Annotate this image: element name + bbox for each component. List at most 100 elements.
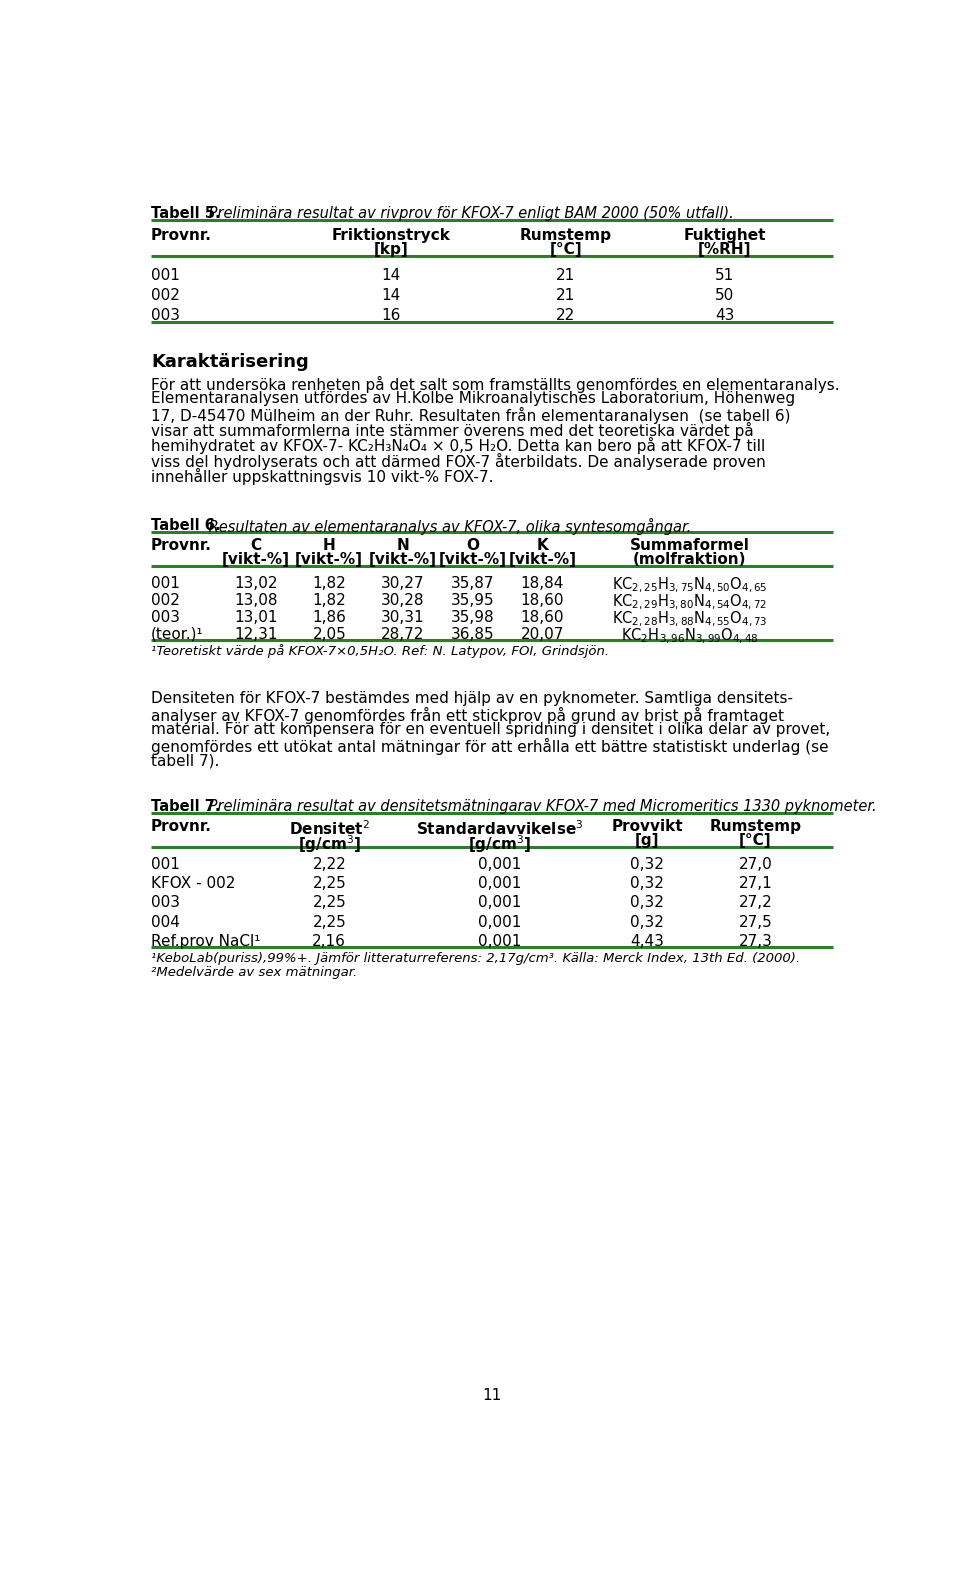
Text: [vikt-%]: [vikt-%] [439,552,507,566]
Text: 16: 16 [381,309,401,323]
Text: Elementaranalysen utfördes av H.Kolbe Mikroanalytisches Laboratorium, Höhenweg: Elementaranalysen utfördes av H.Kolbe Mi… [151,391,795,406]
Text: 11: 11 [482,1389,502,1403]
Text: Tabell 7.: Tabell 7. [151,799,221,815]
Text: visar att summaformlerna inte stämmer överens med det teoretiska värdet på: visar att summaformlerna inte stämmer öv… [151,422,754,439]
Text: 0,32: 0,32 [630,896,664,910]
Text: 18,84: 18,84 [520,576,564,590]
Text: 20,07: 20,07 [520,627,564,641]
Text: 18,60: 18,60 [520,593,564,608]
Text: Provnr.: Provnr. [151,538,212,554]
Text: ¹KeboLab(puriss),99%+. Jämför litteraturreferens: 2,17g/cm³. Källa: Merck Index,: ¹KeboLab(puriss),99%+. Jämför litteratur… [151,951,800,964]
Text: 30,28: 30,28 [381,593,424,608]
Text: Tabell 5.: Tabell 5. [151,207,221,221]
Text: [°C]: [°C] [739,834,772,848]
Text: N: N [396,538,409,554]
Text: 27,5: 27,5 [738,915,773,929]
Text: KC$_{2,29}$H$_{3,80}$N$_{4,54}$O$_{4,72}$: KC$_{2,29}$H$_{3,80}$N$_{4,54}$O$_{4,72}… [612,593,767,613]
Text: analyser av KFOX-7 genomfördes från ett stickprov på grund av brist på framtaget: analyser av KFOX-7 genomfördes från ett … [151,706,784,724]
Text: 001: 001 [151,858,180,872]
Text: [g]: [g] [635,834,660,848]
Text: 17, D-45470 Mülheim an der Ruhr. Resultaten från elementaranalysen  (se tabell 6: 17, D-45470 Mülheim an der Ruhr. Resulta… [151,407,790,423]
Text: 27,2: 27,2 [738,896,773,910]
Text: 18,60: 18,60 [520,609,564,625]
Text: Densiteten för KFOX-7 bestämdes med hjälp av en pyknometer. Samtliga densitets-: Densiteten för KFOX-7 bestämdes med hjäl… [151,692,793,706]
Text: 003: 003 [151,609,180,625]
Text: 35,87: 35,87 [451,576,494,590]
Text: 0,32: 0,32 [630,915,664,929]
Text: [vikt-%]: [vikt-%] [296,552,363,566]
Text: 2,25: 2,25 [312,896,347,910]
Text: KFOX - 002: KFOX - 002 [151,877,235,891]
Text: ²Medelvärde av sex mätningar.: ²Medelvärde av sex mätningar. [151,966,357,978]
Text: 1,86: 1,86 [312,609,347,625]
Text: Standardavvikelse$^3$: Standardavvikelse$^3$ [416,819,584,838]
Text: 0,001: 0,001 [478,915,521,929]
Text: hemihydratet av KFOX-7- KC₂H₃N₄O₄ × 0,5 H₂O. Detta kan bero på att KFOX-7 till: hemihydratet av KFOX-7- KC₂H₃N₄O₄ × 0,5 … [151,438,765,455]
Text: 43: 43 [715,309,734,323]
Text: 0,001: 0,001 [478,877,521,891]
Text: 27,1: 27,1 [738,877,773,891]
Text: genomfördes ett utökat antal mätningar för att erhålla ett bättre statistiskt un: genomfördes ett utökat antal mätningar f… [151,738,828,754]
Text: (teor.)¹: (teor.)¹ [151,627,204,641]
Text: 002: 002 [151,288,180,302]
Text: Preliminära resultat av densitetsmätningarav KFOX-7 med Micromeritics 1330 pykno: Preliminära resultat av densitetsmätning… [204,799,876,815]
Text: Ref.prov NaCl¹: Ref.prov NaCl¹ [151,934,260,948]
Text: KC$_{2,25}$H$_{3,75}$N$_{4,50}$O$_{4,65}$: KC$_{2,25}$H$_{3,75}$N$_{4,50}$O$_{4,65}… [612,576,767,595]
Text: ¹Teoretiskt värde på KFOX-7×0,5H₂O. Ref: N. Latypov, FOI, Grindsjön.: ¹Teoretiskt värde på KFOX-7×0,5H₂O. Ref:… [151,644,610,657]
Text: [%RH]: [%RH] [698,242,752,256]
Text: 36,85: 36,85 [451,627,494,641]
Text: [°C]: [°C] [549,242,582,256]
Text: Rumstemp: Rumstemp [709,819,802,834]
Text: 2,05: 2,05 [312,627,347,641]
Text: 14: 14 [382,267,401,283]
Text: Resultaten av elementaranalys av KFOX-7, olika syntesomgångar.: Resultaten av elementaranalys av KFOX-7,… [204,519,691,535]
Text: [g/cm$^3$]: [g/cm$^3$] [298,834,361,854]
Text: 0,001: 0,001 [478,934,521,948]
Text: 27,0: 27,0 [738,858,773,872]
Text: 4,43: 4,43 [630,934,664,948]
Text: Provnr.: Provnr. [151,819,212,834]
Text: Densitet$^2$: Densitet$^2$ [289,819,370,838]
Text: 2,16: 2,16 [312,934,347,948]
Text: Rumstemp: Rumstemp [519,228,612,243]
Text: KC$_{2}$H$_{3,96}$N$_{3,99}$O$_{4,48}$: KC$_{2}$H$_{3,96}$N$_{3,99}$O$_{4,48}$ [621,627,758,646]
Text: 12,31: 12,31 [234,627,277,641]
Text: viss del hydrolyserats och att därmed FOX-7 återbildats. De analyserade proven: viss del hydrolyserats och att därmed FO… [151,453,766,469]
Text: Provnr.: Provnr. [151,228,212,243]
Text: 2,25: 2,25 [312,915,347,929]
Text: Preliminära resultat av rivprov för KFOX-7 enligt BAM 2000 (50% utfall).: Preliminära resultat av rivprov för KFOX… [204,207,733,221]
Text: 1,82: 1,82 [312,576,347,590]
Text: Tabell 6.: Tabell 6. [151,519,221,533]
Text: KC$_{2,28}$H$_{3,88}$N$_{4,55}$O$_{4,73}$: KC$_{2,28}$H$_{3,88}$N$_{4,55}$O$_{4,73}… [612,609,767,628]
Text: 0,001: 0,001 [478,858,521,872]
Text: 2,22: 2,22 [312,858,347,872]
Text: För att undersöka renheten på det salt som framställts genomfördes en elementara: För att undersöka renheten på det salt s… [151,375,840,393]
Text: Provvikt: Provvikt [612,819,683,834]
Text: 30,27: 30,27 [381,576,424,590]
Text: [vikt-%]: [vikt-%] [369,552,437,566]
Text: 1,82: 1,82 [312,593,347,608]
Text: 21: 21 [556,288,575,302]
Text: 35,98: 35,98 [451,609,494,625]
Text: 0,32: 0,32 [630,877,664,891]
Text: innehåller uppskattningsvis 10 vikt-% FOX-7.: innehåller uppskattningsvis 10 vikt-% FO… [151,468,493,485]
Text: 13,01: 13,01 [234,609,277,625]
Text: Fuktighet: Fuktighet [684,228,766,243]
Text: 13,08: 13,08 [234,593,277,608]
Text: [kp]: [kp] [373,242,409,256]
Text: 002: 002 [151,593,180,608]
Text: C: C [250,538,261,554]
Text: 001: 001 [151,576,180,590]
Text: 30,31: 30,31 [381,609,424,625]
Text: 004: 004 [151,915,180,929]
Text: 28,72: 28,72 [381,627,424,641]
Text: [vikt-%]: [vikt-%] [222,552,290,566]
Text: (molfraktion): (molfraktion) [633,552,746,566]
Text: 13,02: 13,02 [234,576,277,590]
Text: 35,95: 35,95 [451,593,494,608]
Text: O: O [467,538,479,554]
Text: Friktionstryck: Friktionstryck [332,228,450,243]
Text: K: K [537,538,548,554]
Text: [vikt-%]: [vikt-%] [509,552,576,566]
Text: 003: 003 [151,309,180,323]
